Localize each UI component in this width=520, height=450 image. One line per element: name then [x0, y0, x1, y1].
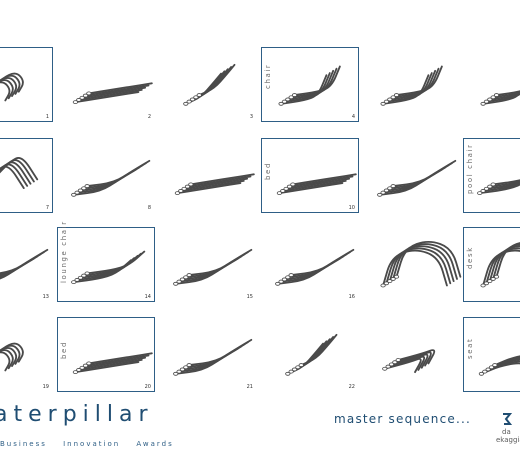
sequence-panel: 13	[0, 227, 53, 302]
panel-number: 3	[249, 114, 253, 120]
team-line: da	[502, 428, 511, 436]
furniture-sketch-icon	[0, 157, 39, 190]
furniture-sketch-icon	[0, 72, 24, 102]
panel-number: 14	[144, 294, 151, 300]
furniture-sketch-icon	[480, 90, 520, 106]
panel-number: 21	[246, 384, 253, 390]
furniture-sketch-icon	[377, 159, 457, 197]
panel-number: 22	[348, 384, 355, 390]
panel-number: 13	[42, 294, 49, 300]
panel-label: desk	[466, 246, 474, 269]
furniture-sketch-icon	[480, 242, 520, 288]
sequence-panel: 2	[57, 47, 155, 122]
sequence-panel	[363, 227, 462, 302]
sequence-panel: 22	[261, 317, 359, 392]
sequence-panel: pool chair11	[463, 138, 520, 213]
panel-frame	[0, 138, 53, 213]
panel-number: 20	[144, 384, 151, 390]
panel-label: chair	[264, 63, 272, 89]
furniture-sketch-icon	[278, 65, 341, 106]
sequence-panel: bed 10	[261, 138, 359, 213]
award-subtitle: Business Innovation Awards	[0, 440, 186, 448]
panel-label: pool chair	[466, 143, 474, 194]
furniture-sketch-icon	[174, 173, 255, 196]
panel-frame	[463, 227, 520, 302]
furniture-sketch-icon	[478, 355, 520, 376]
panel-label: seat	[466, 337, 474, 359]
subtitle-word: Innovation	[63, 440, 121, 448]
panel-frame	[0, 47, 53, 122]
panel-frame	[57, 317, 155, 392]
furniture-sketch-icon	[382, 349, 436, 374]
furniture-sketch-icon	[72, 352, 153, 375]
panel-number: 1	[45, 114, 49, 120]
panel-number: 15	[246, 294, 253, 300]
panel-frame	[463, 138, 520, 213]
furniture-sketch-icon	[380, 65, 443, 106]
team-logo-icon	[503, 413, 513, 425]
furniture-sketch-icon	[0, 248, 49, 280]
sequence-panel: lounge chair 14	[57, 220, 155, 302]
sequence-panel: 7	[0, 138, 53, 213]
sequence-panel: 15	[159, 227, 257, 302]
panel-number: 8	[147, 205, 151, 211]
furniture-sketch-icon	[71, 159, 151, 197]
panel-number: 19	[42, 384, 49, 390]
sequence-panel: 19	[0, 317, 53, 392]
panel-frame	[261, 47, 359, 122]
panel-label: bed	[60, 341, 68, 359]
furniture-sketch-icon	[72, 82, 153, 105]
panel-frame	[463, 317, 520, 392]
furniture-sketch-icon	[285, 333, 338, 376]
panel-frame	[57, 227, 155, 302]
sequence-panel	[159, 138, 257, 213]
sequence-panel: 16	[261, 227, 359, 302]
furniture-sketch-icon	[173, 248, 253, 286]
panel-label: lounge chair	[60, 220, 68, 283]
sequence-panel: 21	[159, 317, 257, 392]
panel-number: 10	[348, 205, 355, 211]
panel-number: 2	[147, 114, 151, 120]
subtitle-word: Business	[0, 440, 47, 448]
sequence-panel: chair 4	[261, 47, 359, 122]
furniture-sketch-icon	[71, 250, 146, 285]
panel-frame	[261, 138, 359, 213]
sequence-panel: desk17	[463, 227, 520, 302]
subtitle-word: Awards	[136, 440, 174, 448]
sequence-panel: 3	[159, 47, 257, 122]
team-line: ekaggiak	[496, 436, 520, 444]
sequence-panel	[363, 317, 461, 392]
sequence-panel: seat23	[463, 317, 520, 392]
sequence-panel: 8	[57, 138, 155, 213]
sequence-panel	[363, 138, 461, 213]
project-title: aterpillar	[0, 402, 154, 427]
furniture-sketch-icon	[477, 179, 520, 196]
furniture-sketch-icon	[183, 63, 236, 106]
sequence-panel: bed 20	[57, 317, 155, 392]
furniture-sketch-icon	[173, 338, 253, 376]
sequence-panel: 5	[463, 47, 520, 122]
panel-number: 7	[45, 205, 49, 211]
panel-label: bed	[264, 162, 272, 180]
team-credit: da ekaggiak	[496, 428, 520, 444]
sequence-panel	[363, 47, 461, 122]
furniture-sketch-icon	[275, 248, 355, 286]
furniture-sketch-icon	[0, 342, 24, 372]
sequence-caption: master sequence...	[334, 412, 472, 426]
sequence-panel: 1	[0, 47, 53, 122]
furniture-sketch-icon	[380, 240, 462, 288]
panel-number: 16	[348, 294, 355, 300]
panel-number: 4	[351, 114, 355, 120]
furniture-sketch-icon	[276, 173, 357, 196]
